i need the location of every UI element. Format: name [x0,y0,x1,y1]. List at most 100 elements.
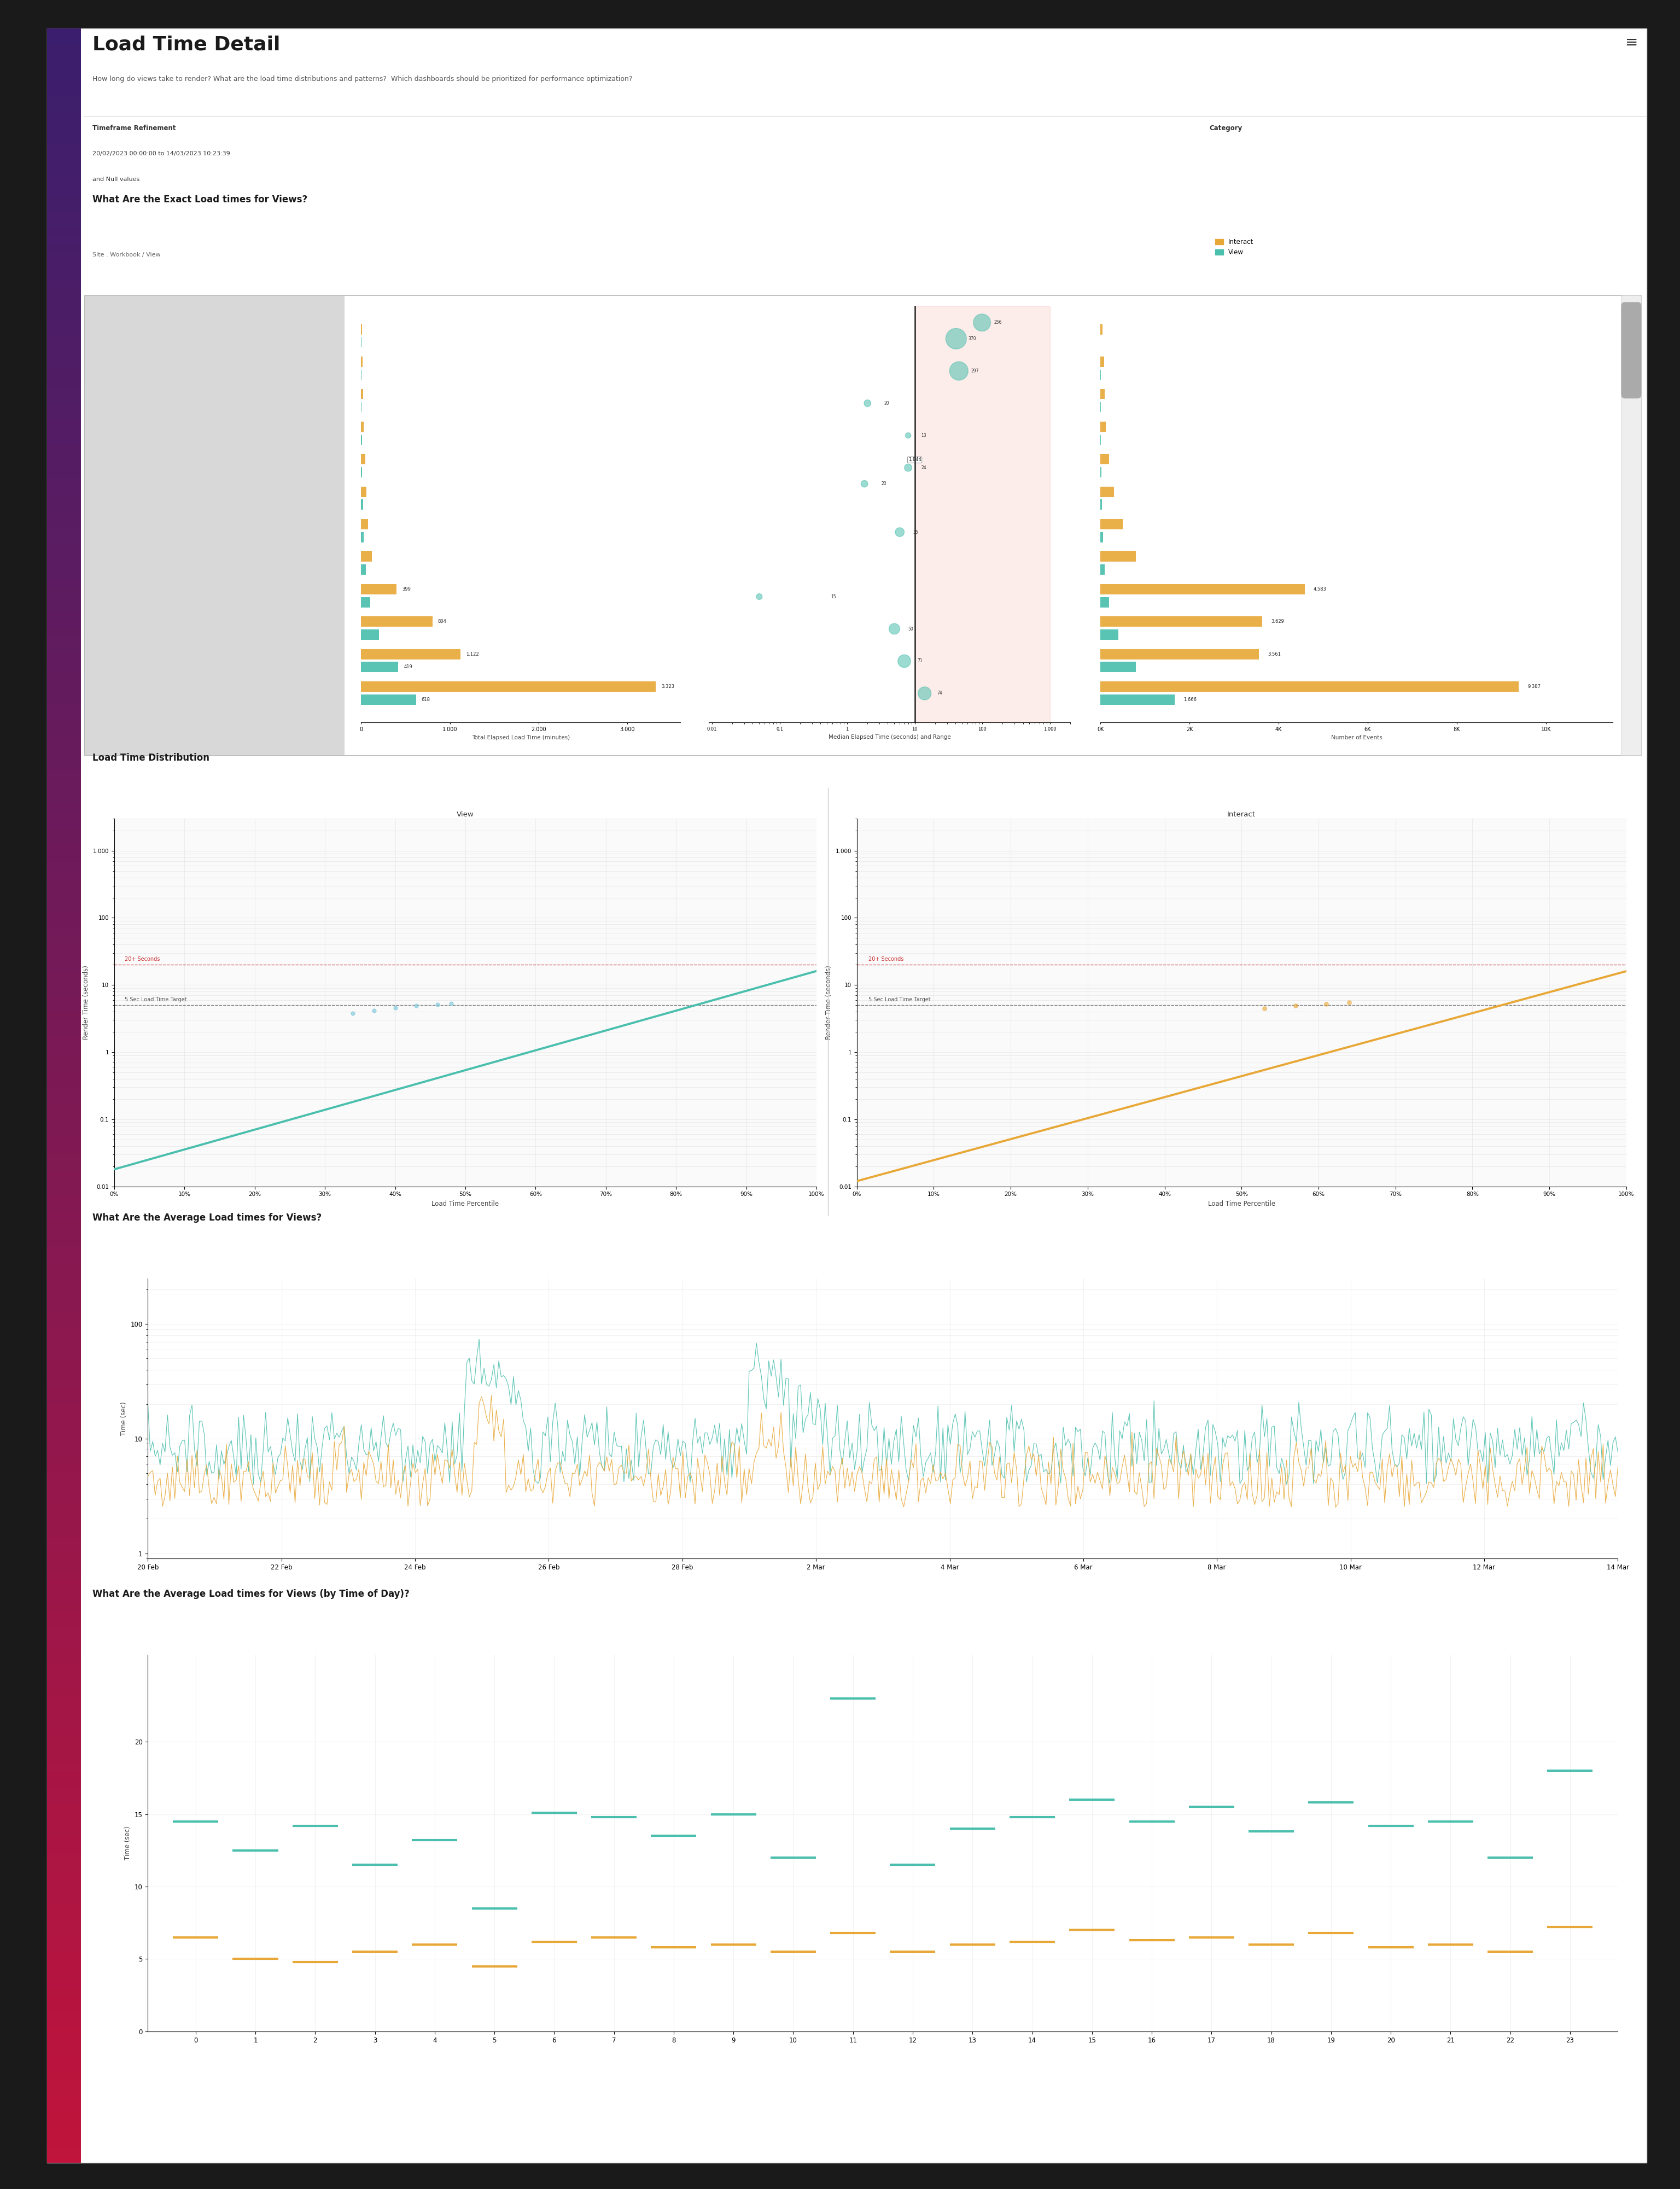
Bar [361,598,370,606]
Text: 3.323: 3.323 [662,685,674,690]
Bar [914,306,1050,722]
Text: 804: 804 [438,619,447,624]
Y-axis label: Time (sec): Time (sec) [124,1826,131,1861]
Text: 256: 256 [995,320,1001,324]
Text: 297: 297 [971,368,979,374]
Bar [1100,357,1104,368]
Bar [1100,519,1122,530]
Text: ≡: ≡ [1625,35,1638,50]
Bar [1100,453,1109,464]
Point [403,987,430,1022]
Text: 4.583: 4.583 [1314,587,1327,591]
Title: Interact: Interact [1228,810,1255,819]
Bar [1100,565,1105,576]
Text: 15: 15 [832,593,837,600]
Bar [361,694,417,705]
Point [1312,987,1339,1022]
Text: How long do views take to render? What are the load time distributions and patte: How long do views take to render? What a… [92,77,632,83]
Bar [1100,532,1104,543]
Bar [1100,630,1119,639]
Text: 20+ Seconds: 20+ Seconds [869,957,904,961]
Bar [361,390,363,398]
Bar [1100,694,1174,705]
Y-axis label: Time (sec): Time (sec) [121,1401,128,1436]
Point [381,989,408,1024]
Point [1282,987,1309,1022]
Text: 1,844: 1,844 [909,458,921,462]
Bar [361,422,365,431]
Bar [1100,648,1258,659]
Point [969,304,996,339]
Text: 74: 74 [937,692,942,696]
Bar [1100,324,1102,335]
Bar [1100,499,1102,510]
Text: 419: 419 [403,665,412,670]
Text: and Null values: and Null values [92,177,139,182]
FancyBboxPatch shape [1621,296,1641,755]
Text: 9.387: 9.387 [1527,685,1541,690]
Bar [1100,486,1114,497]
Point [339,996,366,1031]
Bar [361,617,432,626]
Bar [1100,422,1105,431]
Bar [361,584,396,595]
Text: 370: 370 [968,337,976,341]
Point [746,580,773,615]
Bar [361,519,368,530]
X-axis label: Total Elapsed Load Time (minutes): Total Elapsed Load Time (minutes) [472,736,570,740]
Y-axis label: Render Time (seconds): Render Time (seconds) [825,965,832,1040]
Text: 71: 71 [917,659,922,663]
Text: Site : Workbook / View: Site : Workbook / View [92,252,161,258]
Text: 618: 618 [422,696,430,703]
Legend: Interact, View: Interact, View [1213,236,1257,258]
Bar [361,661,398,672]
Text: 399: 399 [402,587,410,591]
FancyBboxPatch shape [84,296,344,755]
Text: 20: 20 [884,401,889,405]
X-axis label: Load Time Percentile: Load Time Percentile [1208,1200,1275,1208]
Text: What Are the Exact Load times for Views?: What Are the Exact Load times for Views? [92,195,307,204]
Bar [1100,681,1519,692]
Text: Load Time Distribution: Load Time Distribution [92,753,210,762]
Point [887,514,914,549]
FancyBboxPatch shape [1621,302,1641,398]
Point [942,322,969,357]
Text: 35: 35 [914,530,919,534]
Point [895,451,922,486]
X-axis label: Number of Events: Number of Events [1331,736,1383,740]
Bar [361,630,380,639]
Text: 3.629: 3.629 [1272,619,1284,624]
Point [423,987,450,1022]
Point [890,644,917,679]
Point [895,418,922,453]
Bar [361,552,371,563]
Text: 20/02/2023 00:00:00 to 14/03/2023 10:23:39: 20/02/2023 00:00:00 to 14/03/2023 10:23:… [92,151,230,155]
Bar [1100,598,1109,606]
Text: Load Time Detail: Load Time Detail [92,35,281,53]
Text: 1.122: 1.122 [465,652,479,657]
Bar [361,453,365,464]
Point [946,352,973,387]
Bar [1100,617,1262,626]
Text: What Are the Average Load times for Views (by Time of Day)?: What Are the Average Load times for View… [92,1589,410,1598]
Point [361,994,388,1029]
Text: 3.561: 3.561 [1268,652,1282,657]
Point [852,466,879,501]
Bar [361,499,363,510]
Point [880,611,907,646]
Point [911,676,937,711]
Text: 50: 50 [909,626,914,630]
Bar [361,565,366,576]
Bar [361,648,460,659]
Point [438,985,465,1020]
Text: 20: 20 [882,482,887,486]
Title: View: View [457,810,474,819]
Text: 13: 13 [921,433,927,438]
Bar [361,681,655,692]
Bar [1100,390,1105,398]
Y-axis label: Render Time (seconds): Render Time (seconds) [82,965,89,1040]
Text: 1.666: 1.666 [1183,696,1196,703]
Text: 20+ Seconds: 20+ Seconds [124,957,160,961]
FancyBboxPatch shape [47,28,1646,2163]
X-axis label: Load Time Percentile: Load Time Percentile [432,1200,499,1208]
